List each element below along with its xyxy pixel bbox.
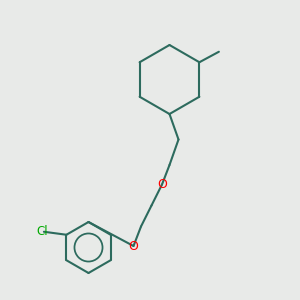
Text: Cl: Cl [37,225,48,238]
Text: O: O [129,239,138,253]
Text: O: O [157,178,167,191]
